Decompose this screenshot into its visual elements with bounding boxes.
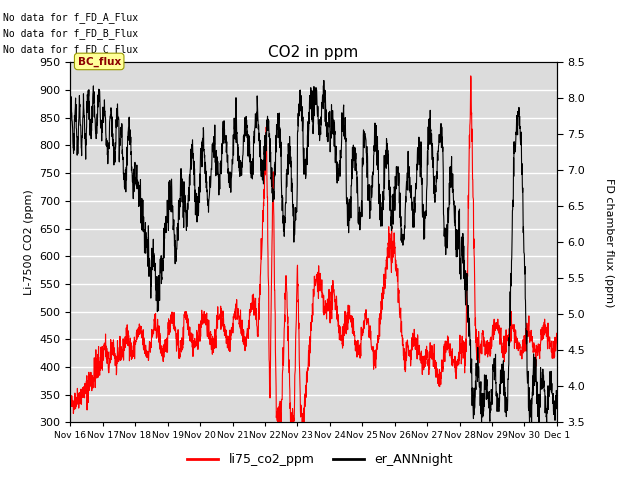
Text: No data for f_FD_B_Flux: No data for f_FD_B_Flux xyxy=(3,28,138,39)
Y-axis label: FD chamber flux (ppm): FD chamber flux (ppm) xyxy=(604,178,614,307)
Y-axis label: Li-7500 CO2 (ppm): Li-7500 CO2 (ppm) xyxy=(24,190,34,295)
Text: No data for f_FD_C_Flux: No data for f_FD_C_Flux xyxy=(3,44,138,55)
Text: No data for f_FD_A_Flux: No data for f_FD_A_Flux xyxy=(3,12,138,23)
Title: CO2 in ppm: CO2 in ppm xyxy=(268,45,359,60)
Legend: li75_co2_ppm, er_ANNnight: li75_co2_ppm, er_ANNnight xyxy=(182,448,458,471)
Text: BC_flux: BC_flux xyxy=(77,56,121,67)
